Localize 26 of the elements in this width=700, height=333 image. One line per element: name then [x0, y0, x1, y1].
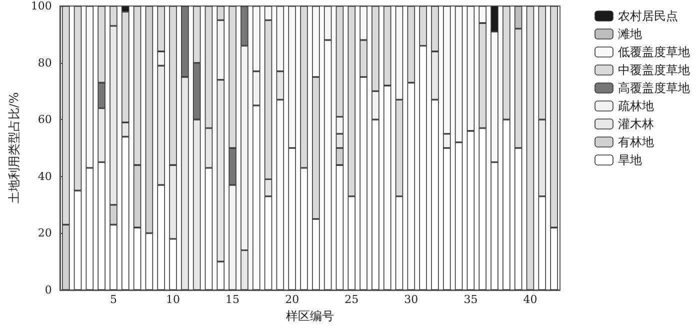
x-tick-label: 15: [226, 293, 240, 306]
x-axis-title: 样区编号: [286, 309, 334, 323]
legend-label: 滩地: [618, 27, 642, 41]
x-tick-label: 10: [166, 293, 180, 306]
y-axis-title: 土地利用类型占比/%: [7, 92, 21, 204]
x-tick-label: 40: [523, 293, 538, 306]
y-tick-label: 80: [38, 56, 52, 70]
legend-label: 旱地: [618, 153, 642, 167]
legend-label: 中覆盖度草地: [618, 63, 690, 77]
y-tick-label: 20: [38, 226, 52, 240]
legend-label: 农村居民点: [618, 9, 678, 23]
y-tick-label: 40: [38, 170, 52, 183]
legend-label: 低覆盖度草地: [618, 45, 690, 59]
y-tick-label: 0: [44, 284, 52, 296]
x-tick-label: 5: [110, 293, 117, 306]
x-tick-label: 20: [285, 293, 300, 306]
x-tick-label: 35: [464, 293, 478, 306]
x-tick-label: 30: [404, 293, 418, 306]
legend-label: 灌木林: [618, 117, 654, 131]
legend-label: 有林地: [618, 135, 654, 149]
y-tick-label: 100: [30, 0, 52, 12]
y-tick-label: 60: [38, 113, 52, 126]
x-tick-label: 25: [344, 293, 359, 306]
legend-label: 疏林地: [618, 99, 654, 113]
legend-label: 高覆盖度草地: [618, 81, 690, 95]
bar: [526, 6, 534, 290]
